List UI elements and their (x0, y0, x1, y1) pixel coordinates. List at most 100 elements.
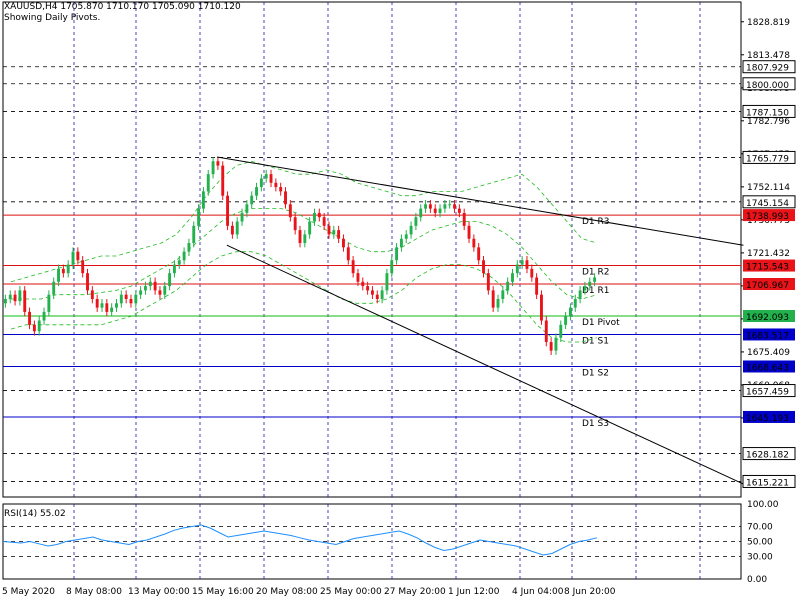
candle-body (245, 204, 249, 213)
candle-body (366, 286, 370, 291)
price-label-value: 1683.517 (746, 331, 789, 341)
candle-body (163, 286, 167, 295)
candle-body (443, 204, 447, 209)
candle-body (578, 290, 582, 299)
candle-body (491, 290, 495, 308)
price-axis-tick-label: 1813.478 (747, 51, 790, 61)
time-axis-tick-label: 8 May 08:00 (66, 587, 122, 597)
price-label-value: 1765.779 (746, 154, 789, 164)
candle-body (3, 299, 7, 304)
candle-body (593, 277, 597, 282)
rsi-axis-tick-label: 70.00 (747, 523, 773, 533)
price-label-box (743, 310, 795, 323)
candle-body (57, 268, 60, 282)
candle-body (535, 277, 539, 295)
candle-body (332, 230, 336, 235)
rsi-line (2, 524, 598, 556)
candle-body (32, 324, 36, 332)
candle-body (8, 294, 12, 299)
price-label-value: 1645.193 (746, 414, 789, 424)
candle-body (226, 195, 230, 226)
candle-body (197, 208, 201, 226)
pivot-label: D1 S3 (582, 419, 609, 429)
candle-body (211, 161, 215, 175)
candle-body (216, 161, 220, 166)
bollinger-lower-band (10, 251, 598, 343)
candle-body (201, 191, 205, 209)
price-label-box (742, 447, 796, 461)
candle-body (298, 230, 302, 244)
candle-body (486, 273, 490, 291)
candle-body (395, 247, 399, 261)
candle-body (356, 273, 360, 282)
price-label-value: 1668.643 (746, 363, 789, 373)
candle-body (139, 290, 143, 295)
candle-body (361, 281, 365, 287)
candle-body (317, 212, 321, 218)
candle-body (438, 208, 442, 213)
price-label-box (742, 60, 796, 74)
candle-body (346, 247, 350, 261)
candle-body (206, 174, 210, 192)
price-label-value: 1738.993 (746, 212, 789, 222)
candle-body (515, 264, 519, 274)
candle-body (221, 165, 225, 196)
time-axis-tick-label: 4 Jun 04:00 (512, 587, 564, 597)
price-label-box (743, 360, 795, 373)
candle-body (501, 290, 505, 299)
bollinger-upper-band (10, 160, 598, 283)
price-label-box (742, 77, 796, 91)
chart-header-subtitle: Showing Daily Pivots. (4, 13, 101, 23)
candle-body (554, 337, 558, 351)
candle-body (399, 238, 403, 248)
time-axis-tick-label: 27 May 20:00 (384, 587, 446, 597)
candle-body (52, 281, 56, 295)
candle-body (568, 307, 572, 317)
candle-body (192, 225, 196, 244)
candle-body (129, 299, 133, 304)
pivot-label: D1 R2 (582, 268, 610, 278)
candle-body (414, 217, 418, 226)
price-label-box (743, 278, 795, 291)
candle-body (327, 225, 331, 235)
candle-body (250, 195, 254, 205)
trendline-1 (216, 156, 744, 246)
candle-body (264, 174, 268, 179)
candle-body (477, 247, 481, 261)
candle-body (549, 342, 553, 351)
rsi-axis-tick-label: 100.00 (747, 500, 779, 510)
candle-body (390, 260, 394, 274)
candle-body (230, 225, 234, 235)
price-label-value: 1807.929 (746, 64, 789, 74)
candle-body (337, 230, 341, 239)
price-label-box (742, 474, 796, 488)
candle-body (144, 286, 147, 291)
candle-body (81, 260, 85, 274)
pivot-label: D1 S2 (582, 368, 609, 378)
pivot-label: D1 R3 (582, 217, 610, 227)
price-axis-tick-label: 1752.114 (747, 183, 790, 193)
candle-body (240, 212, 244, 222)
time-axis-tick-label: 13 May 00:00 (128, 587, 190, 597)
candle-body (119, 294, 123, 304)
price-label-box (742, 150, 796, 164)
candle-body (433, 208, 437, 213)
candle-body (47, 294, 51, 312)
rsi-axis-tick-label: 0.00 (747, 575, 767, 585)
candle-body (380, 290, 384, 299)
rsi-label: RSI(14) 55.02 (4, 509, 66, 519)
candle-body (419, 208, 423, 218)
candle-body (100, 303, 104, 308)
candle-body (274, 182, 278, 188)
price-label-box (743, 410, 795, 423)
candle-body (284, 191, 287, 205)
price-label-value: 1787.150 (746, 108, 789, 118)
price-label-value: 1715.543 (746, 263, 789, 273)
price-label-value: 1706.967 (746, 281, 789, 291)
candle-body (255, 187, 258, 196)
candle-body (448, 204, 452, 206)
candle-body (115, 303, 118, 308)
candle-body (37, 320, 41, 332)
candle-body (303, 234, 307, 244)
